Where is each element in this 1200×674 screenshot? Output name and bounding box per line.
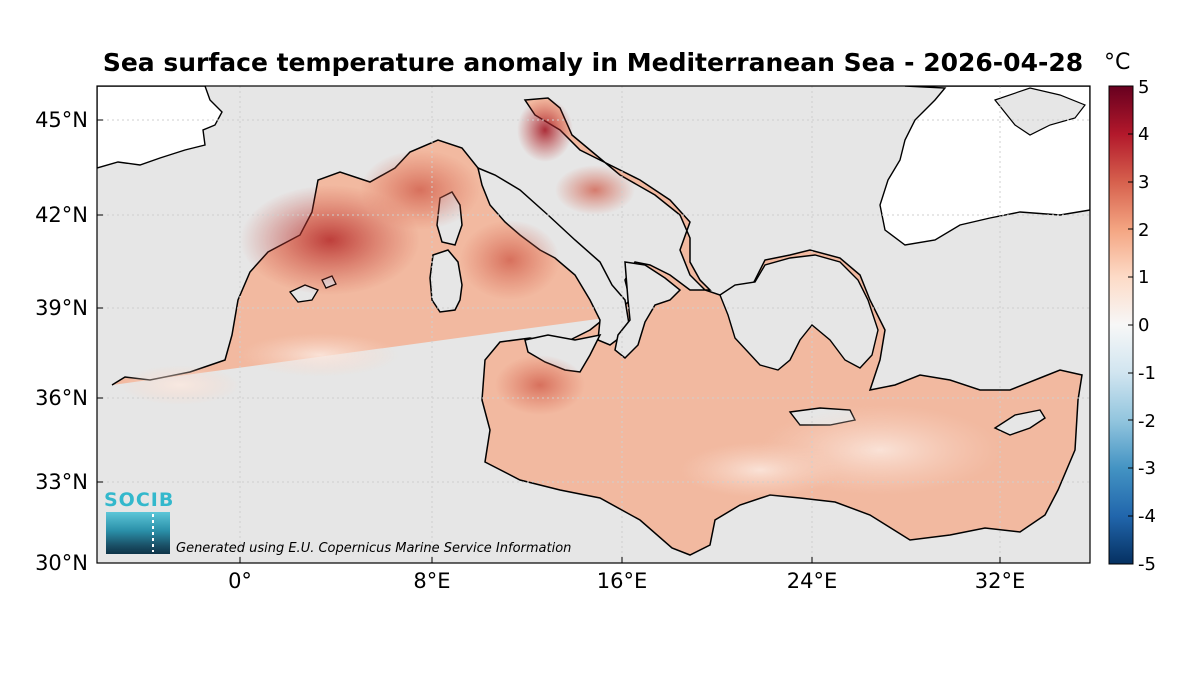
y-tick-label: 39°N	[35, 296, 88, 320]
colorbar-tick-label: 5	[1138, 77, 1149, 98]
greece	[719, 254, 879, 371]
colorbar-tick-label: 2	[1138, 220, 1149, 241]
y-tick-label: 42°N	[35, 203, 88, 227]
colorbar-tick-label: 4	[1138, 124, 1149, 145]
anomaly-libya	[680, 442, 840, 498]
y-tick-marks	[97, 119, 103, 564]
logo-dash	[152, 514, 154, 552]
gridlines	[97, 86, 1090, 563]
anomaly-adriatic	[555, 165, 635, 215]
anomaly-ligurian	[360, 150, 480, 230]
y-tick-label: 45°N	[35, 108, 88, 132]
anomaly-algerian	[240, 333, 400, 377]
x-tick-marks	[239, 557, 1001, 563]
anomaly-tyrrhenian	[460, 220, 560, 300]
x-tick-label: 16°E	[597, 569, 648, 593]
colorbar-tick-label: -2	[1138, 411, 1156, 432]
copernicus-credit: Generated using E.U. Copernicus Marine S…	[176, 541, 572, 556]
atlantic-ocean	[97, 86, 223, 169]
plot-frame	[96, 85, 1091, 564]
logo-graphic	[106, 512, 170, 554]
logo-text: SOCIB	[104, 489, 175, 511]
anomaly-alboran	[120, 365, 240, 405]
unit-label: °C	[1104, 50, 1131, 75]
y-tick-label: 33°N	[35, 470, 88, 494]
italy-south	[614, 261, 682, 360]
colorbar-tick-label: 0	[1138, 315, 1149, 336]
colorbar-tick-label: -5	[1138, 554, 1156, 575]
colorbar-tick-label: -3	[1138, 458, 1156, 479]
crimea	[993, 87, 1086, 136]
y-tick-label: 30°N	[35, 551, 88, 575]
cyprus	[993, 409, 1046, 436]
x-tick-label: 0°	[228, 569, 252, 593]
x-tick-label: 8°E	[413, 569, 450, 593]
x-tick-label: 24°E	[787, 569, 838, 593]
anomaly-adriatic-north	[517, 98, 573, 162]
colorbar-tick-label: 3	[1138, 172, 1149, 193]
colorbar-tick-marks	[1128, 133, 1133, 517]
sardinia	[429, 249, 463, 313]
anomaly-sicily-strait	[495, 355, 585, 415]
colorbar-tick-label: -4	[1138, 506, 1156, 527]
y-tick-label: 36°N	[35, 386, 88, 410]
map-title: Sea surface temperature anomaly in Medit…	[102, 48, 1084, 77]
colorbar-tick-label: -1	[1138, 363, 1156, 384]
socib-logo: SOCIB	[104, 489, 175, 554]
x-tick-label: 32°E	[975, 569, 1026, 593]
colorbar-tick-label: 1	[1138, 267, 1149, 288]
